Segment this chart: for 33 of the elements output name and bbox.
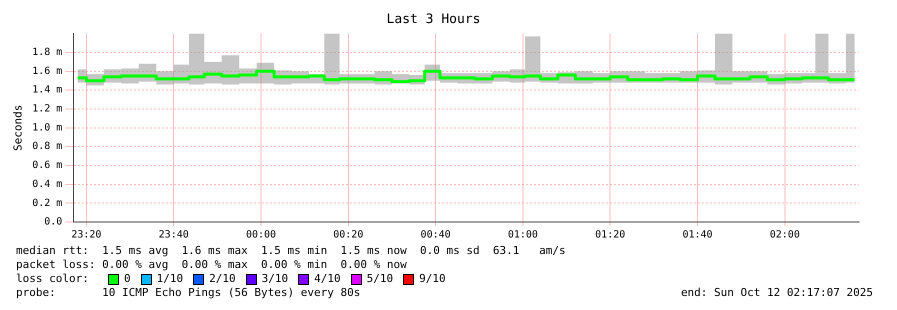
y-tick-label: 0.4 m xyxy=(32,178,62,190)
x-tick-label: 01:40 xyxy=(682,230,713,241)
x-tick-label: 00:00 xyxy=(246,230,276,241)
y-tick-label: 1.6 m xyxy=(32,66,62,77)
y-tick-label: 1.4 m xyxy=(32,84,62,96)
y-axis-title: Seconds xyxy=(11,104,24,151)
text: 2/10 xyxy=(209,272,236,286)
text: 5/10 xyxy=(366,272,394,286)
text: loss color: xyxy=(16,272,90,286)
text: 0 xyxy=(124,272,131,286)
y-tick-label: 1.8 m xyxy=(32,47,62,58)
x-tick-label: 00:40 xyxy=(420,230,451,241)
text: packet loss: 0.00 % avg 0.00 % max 0.00 % min 0.00 % now xyxy=(16,258,408,272)
x-tick-label: 23:40 xyxy=(158,230,189,241)
y-tick-label: 0.2 m xyxy=(32,198,62,209)
text: 4/10 xyxy=(314,272,341,286)
text: probe: 10 ICMP Echo Pings (56 Bytes) every 80s xyxy=(16,286,360,300)
text: 3/10 xyxy=(262,272,288,286)
x-tick-label: 00:20 xyxy=(333,230,364,241)
y-tick-label: 0.8 m xyxy=(32,141,62,152)
text: end: Sun Oct 12 02:17:07 2025 xyxy=(680,286,873,300)
text: median rtt: 1.5 ms avg 1.6 ms max 1.5 ms min 1.5 ms now 0.0 ms sd 63.1 am/s xyxy=(16,244,567,258)
chart-title: Last 3 Hours xyxy=(386,12,480,28)
y-tick-label: 0.6 m xyxy=(32,160,62,172)
y-tick-label: 0.0 xyxy=(44,216,62,228)
x-tick-label: 02:00 xyxy=(770,230,800,241)
x-tick-label: 23:20 xyxy=(71,230,102,241)
text: 9/10 xyxy=(419,272,446,286)
x-tick-label: 01:20 xyxy=(595,230,626,241)
text: 1/10 xyxy=(156,272,184,286)
y-tick-label: 1.0 m xyxy=(32,122,62,134)
x-tick-label: 01:00 xyxy=(508,230,538,241)
y-tick-label: 1.2 m xyxy=(32,104,62,115)
